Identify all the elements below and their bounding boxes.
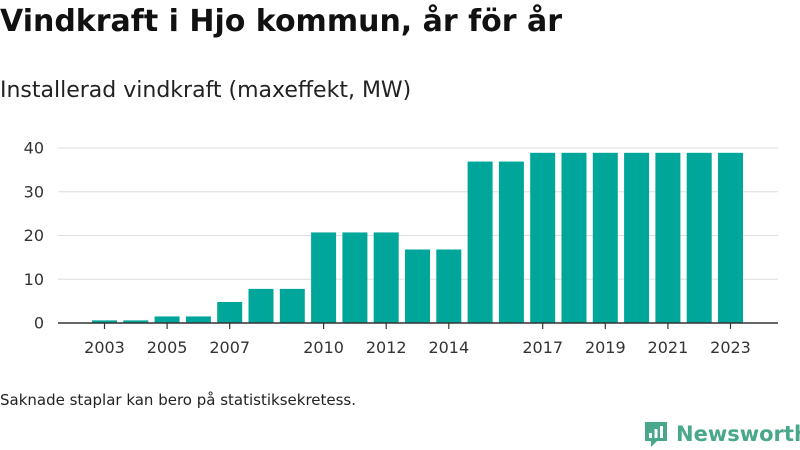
y-tick-label: 10 <box>24 270 44 289</box>
y-tick-label: 0 <box>34 314 44 333</box>
x-tick-label: 2017 <box>522 338 563 357</box>
x-tick-label: 2007 <box>209 338 250 357</box>
bar-2015[interactable] <box>467 161 493 323</box>
chart-title: Vindkraft i Hjo kommun, år för år <box>0 4 563 39</box>
brand-logo[interactable]: Newsworthy <box>643 419 800 449</box>
bar-2019[interactable] <box>592 152 618 323</box>
bar-2022[interactable] <box>686 152 712 323</box>
chart-subtitle: Installerad vindkraft (maxeffekt, MW) <box>0 78 412 103</box>
bar-2023[interactable] <box>718 152 743 323</box>
bar-2014[interactable] <box>436 249 462 324</box>
footnote: Saknade staplar kan bero på statistiksek… <box>0 391 357 409</box>
bar-2020[interactable] <box>624 152 650 323</box>
x-tick-label: 2012 <box>366 338 407 357</box>
x-tick-label: 2021 <box>648 338 689 357</box>
bar-2003[interactable] <box>92 320 117 323</box>
x-tick-label: 2010 <box>303 338 344 357</box>
x-tick-label: 2023 <box>710 338 751 357</box>
y-tick-label: 20 <box>24 226 44 245</box>
x-tick-label: 2014 <box>428 338 469 357</box>
bar-2021[interactable] <box>655 152 681 323</box>
bar-2005[interactable] <box>154 316 180 323</box>
newsworthy-logo-icon <box>645 422 667 447</box>
x-tick-label: 2003 <box>84 338 125 357</box>
bar-2016[interactable] <box>498 161 524 323</box>
bar-2012[interactable] <box>373 232 399 323</box>
bar-chart: 0 10 20 30 40 2003 2005 2007 2010 2012 2014 2017 201… <box>24 139 778 357</box>
bar-2007[interactable] <box>217 302 243 323</box>
bar-2018[interactable] <box>561 152 587 323</box>
x-tick-label: 2019 <box>585 338 626 357</box>
bar-2010[interactable] <box>311 232 337 323</box>
bar-2011[interactable] <box>342 232 368 323</box>
y-tick-label: 40 <box>24 139 44 158</box>
bar-2013[interactable] <box>405 249 430 324</box>
bar-2008[interactable] <box>248 288 274 323</box>
bar-2004[interactable] <box>123 320 149 323</box>
bar-2006[interactable] <box>185 316 211 323</box>
brand-name: Newsworthy <box>676 422 800 446</box>
bar-2017[interactable] <box>530 152 556 323</box>
bar-2009[interactable] <box>279 288 305 323</box>
x-tick-label: 2005 <box>147 338 188 357</box>
y-tick-label: 30 <box>24 182 44 201</box>
